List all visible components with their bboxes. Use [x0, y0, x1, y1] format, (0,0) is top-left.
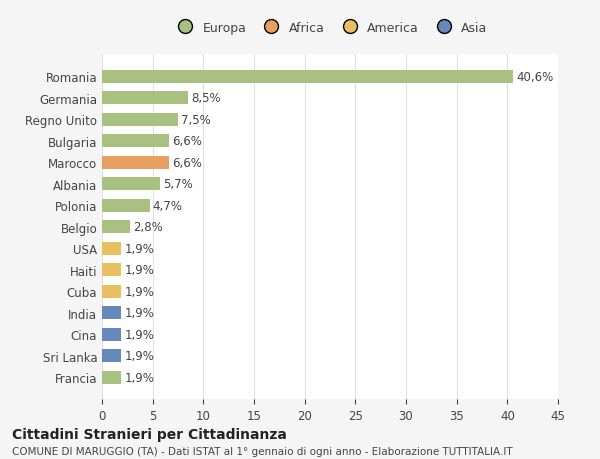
- Text: 6,6%: 6,6%: [172, 135, 202, 148]
- Bar: [102, 92, 188, 105]
- Text: 7,5%: 7,5%: [181, 113, 211, 127]
- Bar: [102, 371, 121, 384]
- Text: 1,9%: 1,9%: [124, 307, 154, 319]
- Text: 5,7%: 5,7%: [163, 178, 193, 191]
- Bar: [102, 221, 130, 234]
- Bar: [102, 199, 149, 212]
- Bar: [102, 242, 121, 255]
- Bar: [102, 135, 169, 148]
- Bar: [102, 285, 121, 298]
- Text: 1,9%: 1,9%: [124, 242, 154, 255]
- Text: 1,9%: 1,9%: [124, 328, 154, 341]
- Text: 4,7%: 4,7%: [152, 199, 182, 212]
- Bar: [102, 157, 169, 169]
- Text: 40,6%: 40,6%: [517, 71, 554, 84]
- Bar: [102, 263, 121, 276]
- Text: Cittadini Stranieri per Cittadinanza: Cittadini Stranieri per Cittadinanza: [12, 427, 287, 442]
- Text: COMUNE DI MARUGGIO (TA) - Dati ISTAT al 1° gennaio di ogni anno - Elaborazione T: COMUNE DI MARUGGIO (TA) - Dati ISTAT al …: [12, 447, 512, 456]
- Legend: Europa, Africa, America, Asia: Europa, Africa, America, Asia: [167, 17, 493, 39]
- Text: 2,8%: 2,8%: [133, 221, 163, 234]
- Bar: [102, 349, 121, 362]
- Bar: [102, 307, 121, 319]
- Bar: [102, 113, 178, 127]
- Text: 1,9%: 1,9%: [124, 349, 154, 362]
- Text: 8,5%: 8,5%: [191, 92, 221, 105]
- Bar: [102, 71, 514, 84]
- Bar: [102, 328, 121, 341]
- Text: 1,9%: 1,9%: [124, 371, 154, 384]
- Text: 1,9%: 1,9%: [124, 285, 154, 298]
- Text: 1,9%: 1,9%: [124, 263, 154, 277]
- Text: 6,6%: 6,6%: [172, 157, 202, 169]
- Bar: [102, 178, 160, 191]
